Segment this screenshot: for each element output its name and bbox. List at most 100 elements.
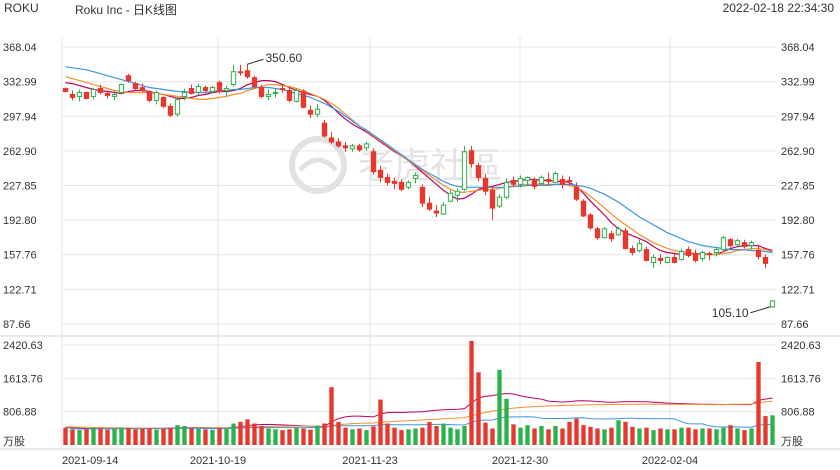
candle-up [699,252,706,259]
candle-up [153,91,160,101]
date-tick: 2021-10-19 [190,455,246,467]
price-tick-right: 122.71 [781,284,815,296]
watermark-logo-stroke [298,157,338,172]
volume-bar [609,427,614,445]
candle-up [405,181,412,188]
candle-down [216,82,223,92]
candle-down [433,210,440,214]
volume-bar [364,430,369,445]
candle-down [622,230,629,250]
candle-down [426,202,433,210]
candle-up [181,91,188,97]
volume-bar [70,429,75,445]
candle-up [538,176,545,184]
candle-down [573,186,580,200]
volume-bar [266,428,271,445]
candle-down [692,253,699,261]
volume-bar [133,429,138,445]
grid-lines [0,37,840,450]
volume-bar [742,430,747,445]
price-tick-right: 332.99 [781,77,815,89]
candle-up [524,176,531,181]
volume-ma-line [65,416,773,430]
candle-down [475,165,482,178]
candle-up [650,256,657,263]
candle-down [741,242,748,248]
volume-bar [623,421,628,445]
ticker-symbol: ROKU [4,1,39,15]
candle-down [286,90,293,101]
price-tick-right: 227.85 [781,181,815,193]
volume-bar [224,428,229,445]
price-tick-left: 157.76 [3,250,37,262]
price-tick-right: 192.80 [781,215,815,227]
candle-down [160,96,167,107]
chart-title: Roku Inc - 日K线图 [75,3,178,17]
volume-bar [385,423,390,445]
volume-bar [245,419,250,445]
candle-down [83,91,90,99]
volume-bar [490,428,495,445]
candle-down [510,179,517,185]
candle-up [664,256,671,263]
volume-bar [672,429,677,445]
candle-up [454,190,461,196]
candle-down [104,92,111,96]
volume-bar [287,429,292,445]
volume-bar [315,425,320,445]
volume-bar [658,428,663,445]
candle-down [97,88,104,93]
candle-up [769,300,776,308]
price-tick-right: 157.76 [781,250,815,262]
candle-down [391,180,398,184]
volume-bar [252,423,257,445]
candle-up [713,249,720,254]
candle-down [258,87,265,97]
volume-bar [602,429,607,445]
volume-bar [469,340,474,445]
volume-tick-right: 万股 [781,435,803,448]
volume-bar [371,426,376,445]
candle-down [237,71,244,74]
candle-down [559,178,566,185]
high-annotation-leader [247,58,264,65]
volume-bar [553,425,558,445]
volume-bar [217,428,222,445]
price-tick-left: 368.04 [3,42,37,54]
candle-down [146,91,153,101]
volume-bar [357,428,362,445]
candle-up [230,71,237,86]
volume-bar [84,429,89,445]
candle-up [272,91,279,94]
candle-down [489,189,496,209]
candle-down [188,88,195,94]
candle-down [69,93,76,98]
volume-tick-right: 806.88 [781,407,815,419]
timestamp: 2022-02-18 22:34:30 [722,1,834,15]
low-annotation: 105.10 [712,306,749,320]
volume-bar [434,425,439,445]
candle-down [468,150,475,165]
volume-bar [189,428,194,445]
volume-bar [504,398,509,445]
volume-bar [476,372,481,445]
volume-bar [532,428,537,445]
volume-bar [539,425,544,445]
candle-down [671,256,678,263]
price-tick-left: 122.71 [3,284,37,296]
candle-down [685,249,692,256]
volume-bar [574,418,579,445]
high-annotation: 350.60 [266,51,303,65]
volume-tick-right: 1613.76 [781,373,821,385]
volume-bars [63,340,775,445]
candle-down [608,233,615,240]
volume-bar [231,423,236,445]
candle-up [265,93,272,97]
candle-up [447,192,454,202]
candle-up [552,172,559,183]
candle-down [125,75,132,82]
price-tick-right: 262.90 [781,146,815,158]
volume-tick-left: 806.88 [3,407,37,419]
candle-down [419,186,426,204]
candle-down [629,248,636,254]
